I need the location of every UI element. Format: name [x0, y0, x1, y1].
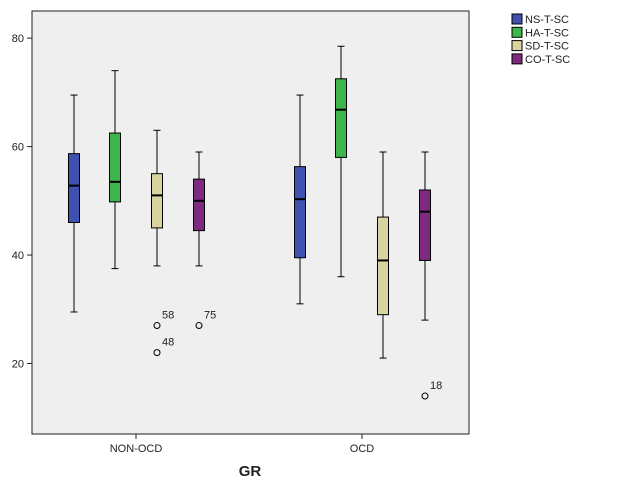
- legend-swatch: [511, 53, 523, 65]
- box-series-group: 58 48 75 18: [68, 45, 442, 400]
- x-axis: NON-OCD OCD: [110, 434, 375, 455]
- box-iqr: [419, 189, 431, 261]
- plot-area: [31, 10, 470, 435]
- box-sd-t-sc-non-ocd: 58 48: [151, 129, 174, 357]
- legend-swatch: [511, 26, 523, 38]
- outlier-point: [421, 392, 429, 400]
- box-ha-t-sc-ocd: [335, 45, 347, 278]
- outlier-point: [153, 349, 161, 357]
- box-iqr: [68, 153, 80, 223]
- legend-label: NS-T-SC: [525, 14, 569, 26]
- box-ns-t-sc-non-ocd: [68, 94, 80, 313]
- x-axis-title: GR: [239, 463, 262, 480]
- legend-label: SD-T-SC: [525, 41, 569, 53]
- legend-swatch: [511, 13, 523, 25]
- box-iqr: [377, 216, 389, 316]
- box-ha-t-sc-non-ocd: [109, 70, 121, 270]
- outlier-label: 58: [162, 310, 174, 322]
- box-iqr: [151, 173, 163, 229]
- legend-swatch: [511, 40, 523, 52]
- box-co-t-sc-non-ocd: 75: [193, 151, 216, 330]
- outlier-label: 48: [162, 337, 174, 349]
- box-ns-t-sc-ocd: [294, 94, 306, 305]
- box-iqr: [294, 166, 306, 259]
- outlier-point: [153, 322, 161, 330]
- box-co-t-sc-ocd: 18: [419, 151, 442, 400]
- legend-label: CO-T-SC: [525, 54, 570, 66]
- box-iqr: [193, 178, 205, 232]
- y-axis: 20 40 60 80: [12, 33, 32, 371]
- y-tick-label: 20: [12, 359, 24, 371]
- outlier-label: 75: [204, 310, 216, 322]
- y-tick-label: 40: [12, 250, 24, 262]
- legend-label: HA-T-SC: [525, 27, 569, 39]
- outlier-label: 18: [430, 380, 442, 392]
- x-tick-label: OCD: [350, 443, 375, 455]
- x-tick-label: NON-OCD: [110, 443, 163, 455]
- box-iqr: [109, 132, 121, 203]
- y-tick-label: 60: [12, 142, 24, 154]
- box-sd-t-sc-ocd: [377, 151, 389, 359]
- y-tick-label: 80: [12, 33, 24, 45]
- box-iqr: [335, 78, 347, 158]
- outlier-point: [195, 322, 203, 330]
